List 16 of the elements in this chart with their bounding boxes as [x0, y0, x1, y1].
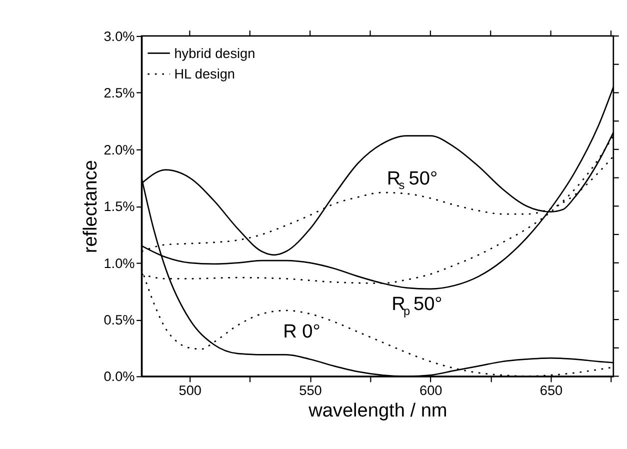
x-tick-label: 650	[540, 382, 564, 398]
y-tick-label: 2.5%	[104, 86, 135, 101]
y-axis-title: reflectance	[80, 160, 102, 254]
y-tick-label: 1.5%	[104, 199, 135, 214]
legend-label: HL design	[174, 66, 235, 82]
y-tick-label: 0.0%	[104, 369, 135, 384]
annotation: R 0°	[283, 321, 320, 342]
legend-label: hybrid design	[174, 46, 256, 61]
y-tick-label: 0.5%	[104, 312, 135, 328]
x-tick-label: 600	[420, 382, 443, 398]
y-tick-label: 3.0%	[104, 28, 135, 44]
y-tick-label: 1.0%	[104, 256, 135, 271]
x-axis-title: wavelength / nm	[308, 400, 448, 422]
x-tick-label: 550	[299, 382, 322, 398]
x-tick-label: 500	[178, 382, 202, 398]
y-tick-label: 2.0%	[104, 142, 135, 158]
